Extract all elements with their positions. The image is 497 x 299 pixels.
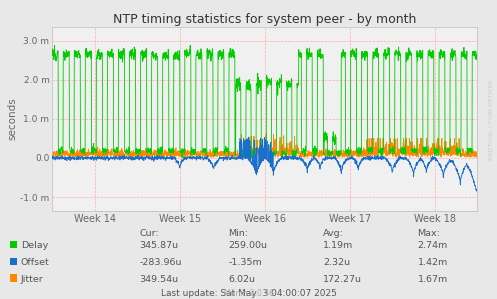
Y-axis label: seconds: seconds — [7, 97, 17, 140]
Text: RRDTOOL / TOBI OETIKER: RRDTOOL / TOBI OETIKER — [489, 79, 494, 160]
Text: 349.54u: 349.54u — [139, 275, 178, 284]
Text: Avg:: Avg: — [323, 229, 344, 238]
Text: 259.00u: 259.00u — [229, 241, 267, 250]
Text: 2.74m: 2.74m — [417, 241, 448, 250]
Text: -283.96u: -283.96u — [139, 258, 182, 267]
Title: NTP timing statistics for system peer - by month: NTP timing statistics for system peer - … — [113, 13, 416, 26]
Text: Munin 2.0.56: Munin 2.0.56 — [224, 289, 273, 298]
Text: 1.42m: 1.42m — [417, 258, 448, 267]
Text: -1.35m: -1.35m — [229, 258, 262, 267]
Text: Min:: Min: — [229, 229, 248, 238]
Text: Jitter: Jitter — [21, 275, 44, 284]
Text: 172.27u: 172.27u — [323, 275, 362, 284]
Text: Max:: Max: — [417, 229, 440, 238]
Text: 6.02u: 6.02u — [229, 275, 255, 284]
Text: 2.32u: 2.32u — [323, 258, 350, 267]
Text: 1.67m: 1.67m — [417, 275, 448, 284]
Text: Last update: Sat May  3 04:00:07 2025: Last update: Sat May 3 04:00:07 2025 — [161, 289, 336, 298]
Text: 345.87u: 345.87u — [139, 241, 178, 250]
Text: Delay: Delay — [21, 241, 48, 250]
Text: Offset: Offset — [21, 258, 50, 267]
Text: 1.19m: 1.19m — [323, 241, 353, 250]
Text: Cur:: Cur: — [139, 229, 159, 238]
